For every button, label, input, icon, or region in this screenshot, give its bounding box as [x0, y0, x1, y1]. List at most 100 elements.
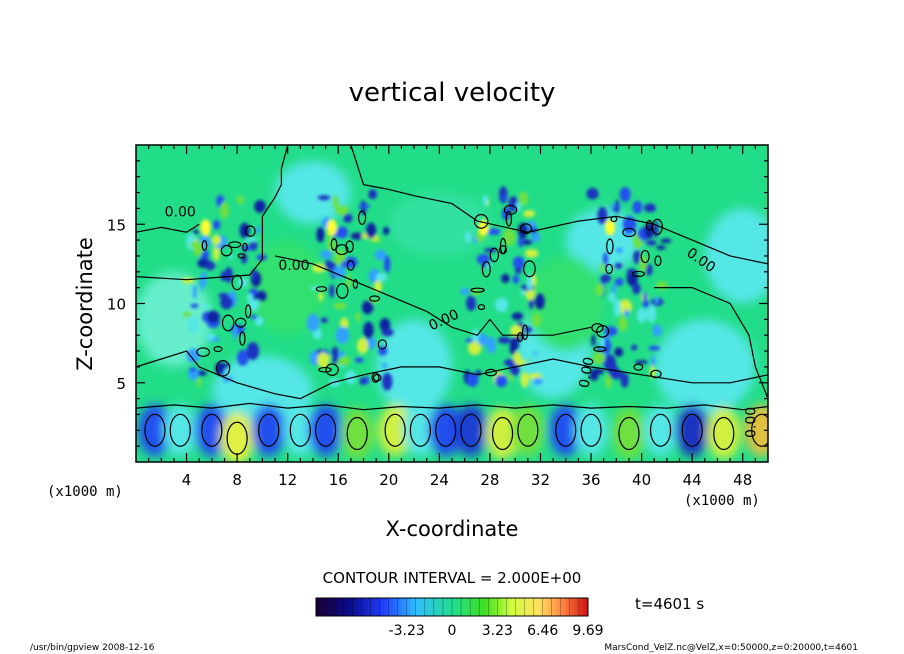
plume-contour — [215, 360, 231, 377]
plume-contour — [330, 238, 338, 251]
plume-cell — [464, 231, 472, 243]
x-axis-label: X-coordinate — [386, 517, 519, 541]
y-tick-label: 5 — [116, 375, 126, 393]
plume-contour — [221, 314, 235, 332]
plume-cell — [597, 206, 608, 225]
x-tick-label: 48 — [733, 471, 752, 489]
plume-contour — [654, 255, 662, 267]
plume-cell — [620, 372, 629, 388]
field-region — [388, 192, 490, 256]
cell-contour — [144, 413, 166, 447]
plume-contour — [484, 368, 497, 377]
plume-cell — [246, 341, 260, 360]
plume-cell — [646, 240, 657, 246]
plume-cell — [312, 263, 326, 273]
low-level-cell — [194, 404, 229, 457]
plume-cell — [615, 247, 624, 254]
plume-cell — [374, 249, 387, 261]
zero-contour — [274, 255, 592, 336]
plume-cell — [484, 247, 497, 253]
low-level-cell — [675, 404, 710, 457]
colorbar-tick-label: 3.23 — [482, 623, 513, 639]
plume-cell — [382, 372, 393, 391]
plume-cell — [519, 191, 528, 206]
plume-contour — [371, 372, 380, 383]
plume-cell — [586, 187, 599, 200]
low-level-cell — [251, 404, 286, 457]
plume-cell — [614, 262, 623, 269]
plume-cell — [335, 205, 349, 216]
plume-cell — [189, 241, 204, 249]
plume-cell — [595, 283, 605, 296]
plume-cell — [241, 245, 252, 252]
plume-cell — [466, 372, 479, 388]
plume-cell — [633, 250, 641, 265]
y-tick-label: 10 — [107, 296, 126, 314]
plume-cell — [350, 232, 364, 240]
plume-cell — [244, 237, 258, 243]
plume-cell — [530, 233, 541, 243]
plume-cell — [344, 370, 357, 385]
plume-cell — [635, 360, 648, 365]
plume-contour — [315, 286, 328, 292]
zero-contour — [136, 402, 768, 411]
low-level-cell — [453, 404, 488, 457]
plume-cell — [642, 301, 650, 308]
plume-cell — [211, 234, 221, 246]
x-tick-label: 8 — [232, 471, 242, 489]
low-level-cell — [485, 407, 520, 460]
updraft-core — [200, 219, 211, 236]
plume-cell — [468, 341, 482, 355]
field-region — [565, 208, 642, 272]
plume-cell — [192, 284, 197, 300]
y-tick-labels: 5 10 15 — [107, 216, 126, 393]
colorbar: -3.23 0 3.23 6.46 9.69 — [315, 597, 604, 639]
plume-cell — [495, 374, 508, 388]
field-shading — [136, 160, 768, 462]
plume-cell — [383, 226, 390, 235]
plume-cell — [199, 273, 204, 292]
plume-cell — [252, 294, 261, 300]
field-region — [654, 319, 756, 415]
plume-cell — [232, 323, 238, 340]
plume-cell — [212, 219, 221, 230]
plume-cell — [339, 317, 349, 329]
colorbar-tick-label: 0 — [448, 623, 457, 639]
plume-contour — [505, 210, 513, 227]
plume-cell — [512, 256, 525, 270]
plume-cell — [187, 315, 199, 334]
plume-contour — [521, 324, 529, 341]
cell-contour — [649, 413, 672, 447]
plume-contour — [489, 247, 500, 263]
field-region — [527, 256, 604, 351]
plume-cell — [501, 194, 507, 201]
plume-cell — [602, 252, 608, 267]
low-level-cell — [283, 404, 318, 457]
plume-contour — [318, 366, 332, 373]
x-tick-label: 24 — [430, 471, 449, 489]
cell-contour — [201, 413, 223, 447]
contour-label: 0.00 — [165, 204, 196, 220]
footer-left: /usr/bin/gpview 2008-12-16 — [30, 643, 155, 653]
plume-cell — [382, 362, 387, 369]
plume-contour — [244, 304, 252, 319]
plume-cell — [520, 372, 529, 388]
plume-cell — [531, 313, 542, 327]
plume-cell — [624, 309, 630, 318]
plume-contour — [610, 215, 618, 223]
updraft-core — [326, 219, 337, 236]
plume-cell — [613, 298, 621, 317]
plume-cell — [359, 377, 366, 386]
plume-cell — [487, 228, 501, 236]
plume-cell — [632, 200, 643, 214]
plume-contour — [516, 332, 524, 343]
plume-cell — [381, 328, 394, 337]
plume-contour — [519, 223, 533, 234]
plume-cell — [507, 373, 513, 382]
x-tick-label: 20 — [379, 471, 398, 489]
low-level-cell — [744, 404, 768, 457]
cell-contour — [713, 416, 735, 451]
plume-contour — [651, 218, 663, 235]
plume-cell — [497, 336, 511, 344]
plume-cell — [618, 315, 628, 332]
